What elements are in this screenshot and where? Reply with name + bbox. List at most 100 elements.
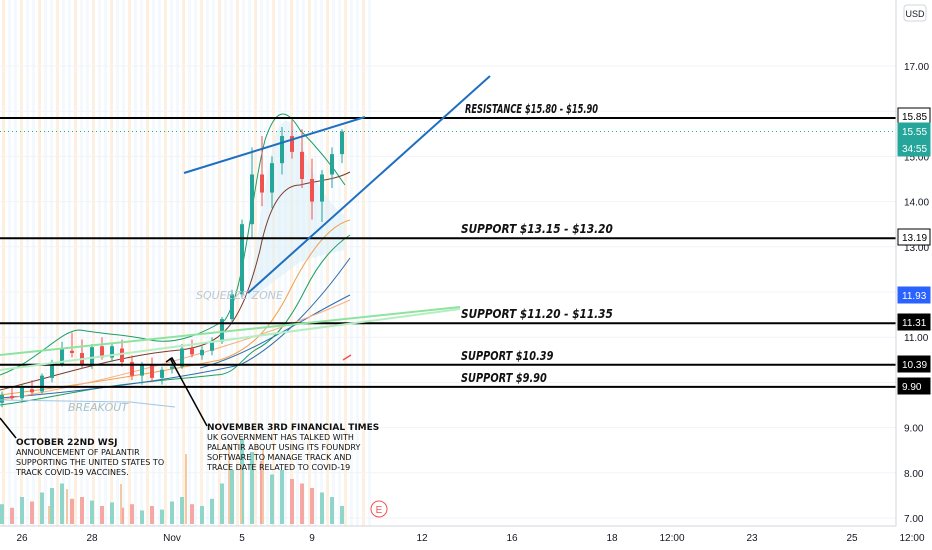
volume-bar [180, 497, 184, 524]
price-badge: 11.31 [897, 313, 931, 331]
session-stripe [248, 0, 251, 526]
price-badge-label: 11.93 [902, 291, 927, 302]
volume-bar [320, 492, 324, 524]
time-tick-label: 12 [416, 533, 428, 544]
currency-button[interactable]: USD [903, 4, 927, 22]
bollinger-upper [0, 113, 346, 376]
volume-bar [160, 509, 164, 524]
candle-body [300, 151, 304, 179]
time-tick-label: 25 [846, 533, 858, 544]
session-stripe [224, 0, 227, 526]
price-badge-label: 10.39 [902, 360, 927, 371]
price-badge-label: 9.90 [902, 382, 922, 393]
session-stripe [158, 0, 161, 526]
volume-bar [48, 506, 50, 524]
annotation-pointer [0, 417, 17, 439]
annotation-line: TRACE DATE RELATED TO COVID-19 [206, 463, 350, 472]
price-badge: 11.93 [897, 286, 931, 304]
annotation-line: PALANTIR ABOUT USING ITS FOUNDRY [207, 443, 360, 452]
breakout-trendline [0, 306, 461, 356]
session-stripe [140, 0, 143, 526]
candle-body [320, 174, 324, 202]
session-stripe [50, 0, 53, 526]
candle-body [200, 349, 204, 356]
wedge-lower-line [247, 75, 491, 294]
candle-body [310, 179, 314, 202]
candle-body [280, 136, 284, 164]
time-tick-label: 23 [746, 533, 758, 544]
volume-bar [340, 506, 344, 524]
volume-bar [280, 470, 284, 524]
level-label: RESISTANCE $15.80 - $15.90 [465, 102, 598, 116]
session-stripe [116, 0, 119, 526]
session-stripe [368, 0, 371, 526]
volume-bar [290, 479, 294, 524]
candle-body [40, 375, 44, 392]
price-badge: 34:55 [897, 139, 931, 157]
volume-bar [240, 464, 242, 524]
earnings-marker-circle [370, 500, 388, 518]
volume-bar [150, 506, 154, 524]
session-stripe [26, 0, 29, 526]
volume-bar [190, 504, 194, 524]
annotation-pointer [169, 357, 208, 427]
price-badge-box [897, 355, 931, 373]
price-tick-label: 13.00 [904, 243, 929, 254]
volume-bar [30, 501, 34, 524]
candle-body [340, 131, 344, 155]
candle-body [20, 387, 24, 399]
moving-average-short [0, 171, 351, 391]
session-stripe [152, 0, 155, 526]
candle-body [120, 348, 124, 363]
time-tick-label: 28 [86, 533, 98, 544]
volume-bar [230, 470, 234, 524]
volume-bar [90, 500, 94, 524]
session-stripe [344, 0, 347, 526]
session-stripe [332, 0, 335, 526]
price-badge: 15.85 [897, 107, 931, 125]
grid-layer [0, 65, 896, 519]
session-stripe [14, 0, 17, 526]
session-stripe [212, 0, 215, 526]
session-stripe [236, 0, 239, 526]
candle-body [250, 174, 254, 225]
session-stripe [80, 0, 83, 526]
session-stripe [8, 0, 11, 526]
session-stripe [350, 0, 353, 526]
candle-body [30, 389, 34, 393]
moving-average-blue-2 [199, 294, 351, 369]
session-stripe [206, 0, 209, 526]
candle-body [290, 136, 294, 152]
session-stripe [134, 0, 137, 526]
price-badge-label: 15.85 [902, 112, 927, 123]
session-stripe [74, 0, 77, 526]
session-stripe [362, 0, 365, 526]
price-tick-label: 9.00 [904, 424, 924, 435]
session-stripe [194, 0, 197, 526]
price-tick-label: 15.00 [904, 152, 929, 163]
session-stripe [356, 0, 359, 526]
volume-bar [300, 483, 304, 524]
session-stripe [98, 0, 101, 526]
candle-body [70, 350, 74, 354]
candle-body [190, 348, 194, 355]
volume-bar [140, 510, 144, 524]
drawings [0, 75, 491, 439]
annotation-line: TRACK COVID-19 VACCINES. [15, 468, 129, 477]
price-badge-label: 15.55 [902, 127, 927, 138]
wedge-upper-line [183, 116, 366, 174]
candle-body [130, 362, 134, 376]
session-stripe [104, 0, 107, 526]
session-stripe [20, 0, 23, 526]
candle-body [160, 369, 164, 378]
volume-bar [185, 454, 187, 524]
annotation-line: SUPPORTING THE UNITED STATES TO [16, 458, 164, 467]
volume-bar [60, 483, 64, 524]
moving-average-long [0, 219, 351, 396]
session-stripe [146, 0, 149, 526]
volume-bar [200, 506, 204, 524]
